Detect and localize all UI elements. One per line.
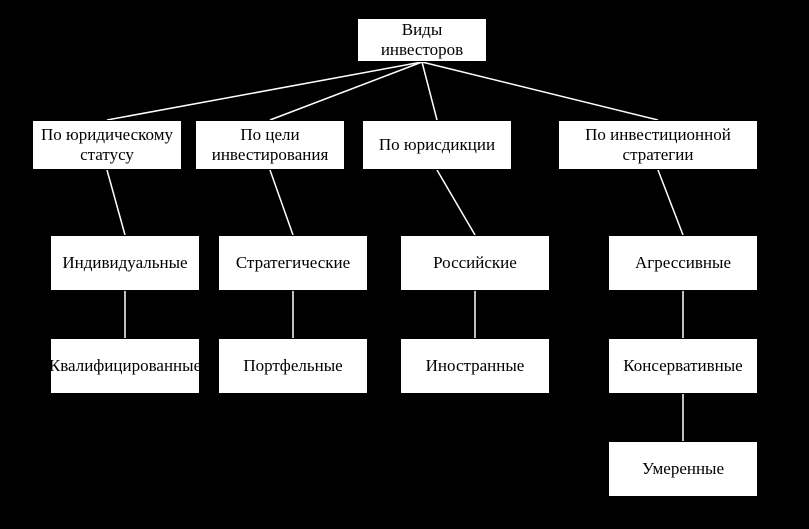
leaf-qualified: Квалифицированные [50,338,200,394]
category-legal-status: По юридическому статусу [32,120,182,170]
category-jurisdiction: По юрисдикции [362,120,512,170]
leaf-aggressive: Агрессивные [608,235,758,291]
leaf-individual: Индивидуальные [50,235,200,291]
category-investment-goal: По цели инвестирования [195,120,345,170]
leaf-portfolio: Портфельные [218,338,368,394]
leaf-foreign: Иностранные [400,338,550,394]
leaf-russian: Российские [400,235,550,291]
leaf-strategic: Стратегические [218,235,368,291]
leaf-conservative: Консервативные [608,338,758,394]
category-strategy: По инвестиционной стратегии [558,120,758,170]
diagram-root: Виды инвесторов [357,18,487,62]
leaf-moderate: Умеренные [608,441,758,497]
